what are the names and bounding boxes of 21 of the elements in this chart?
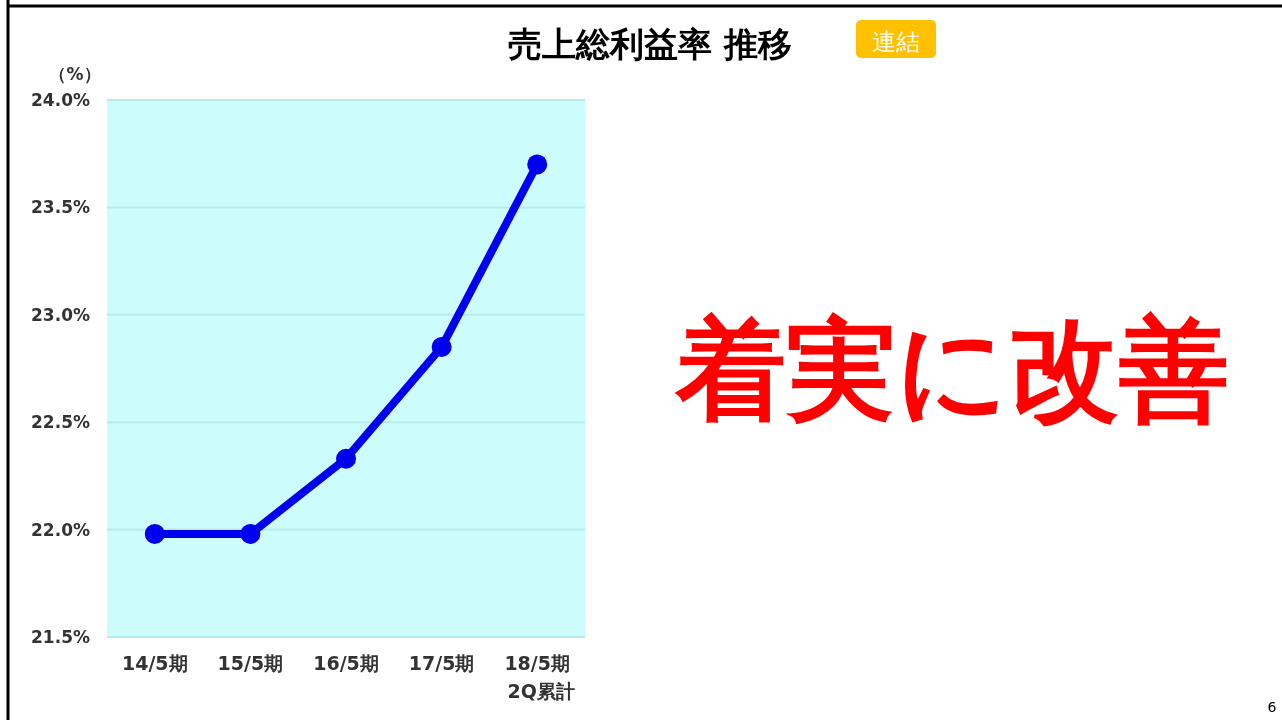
point	[527, 154, 548, 175]
text: 6	[1267, 699, 1277, 715]
text: 着実に改善	[673, 306, 1229, 434]
y-tick-label: 22.5%	[31, 412, 90, 433]
y-tick-label: 24.0%	[31, 90, 90, 110]
point	[144, 523, 165, 544]
y-tick-label: 21.5%	[31, 627, 90, 647]
y-tick-label: 23.5%	[31, 197, 90, 218]
x-tick-label: 18/5期 2Q累計	[504, 652, 575, 702]
text: 連結	[872, 28, 920, 56]
x-tick-label: 15/5期	[217, 652, 284, 674]
x-tick-label: 14/5期	[122, 652, 188, 674]
y-tick-label: 23.0%	[31, 304, 90, 325]
x-tick-label: 17/5期	[408, 652, 475, 674]
point	[336, 448, 356, 469]
x-tick-label: 16/5期	[313, 652, 379, 674]
y-tick-label: 22.0%	[31, 519, 90, 540]
y-axis-title: （%）	[49, 64, 101, 84]
point	[240, 523, 261, 544]
chart-title: 売上総利益率 推移	[508, 24, 792, 64]
point	[431, 337, 452, 358]
